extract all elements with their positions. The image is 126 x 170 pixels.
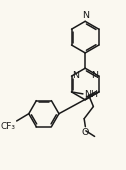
Text: O: O	[82, 128, 89, 137]
Text: N: N	[72, 71, 80, 80]
Text: N: N	[82, 11, 89, 20]
Text: N: N	[91, 71, 98, 80]
Text: CF₃: CF₃	[1, 122, 16, 131]
Text: NH: NH	[84, 90, 98, 99]
